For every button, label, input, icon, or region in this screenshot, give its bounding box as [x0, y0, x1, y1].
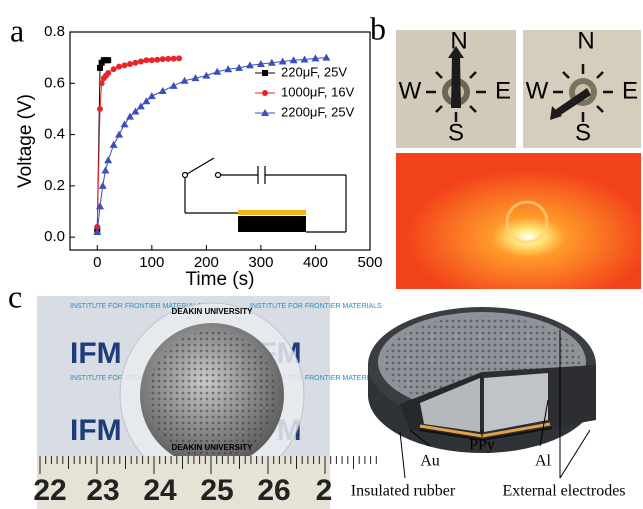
- legend-marker: [262, 70, 268, 76]
- y-tick-label: 0.6: [44, 74, 65, 91]
- data-point: [121, 120, 129, 127]
- data-point: [97, 106, 103, 112]
- logo-text: IFM: [70, 414, 122, 447]
- diagram-label: PPy: [469, 437, 495, 454]
- logo-text: IFM: [70, 337, 122, 370]
- data-point: [149, 57, 155, 63]
- ruler-label: 2: [316, 474, 333, 507]
- data-point: [171, 56, 177, 62]
- compass-photo: N E S W: [396, 27, 516, 148]
- compass-label: N: [577, 27, 594, 54]
- compass-label: S: [448, 119, 464, 146]
- diagram-label: Al: [535, 453, 552, 470]
- data-point: [104, 156, 112, 163]
- data-point: [105, 70, 111, 76]
- compass-label: N: [450, 27, 467, 54]
- data-point: [116, 64, 122, 70]
- electrode-gold: [238, 210, 306, 215]
- coin-text: DEAKIN UNIVERSITY: [172, 307, 254, 316]
- data-point: [99, 80, 105, 86]
- compass-label: E: [495, 77, 511, 104]
- compass-label: W: [399, 77, 422, 104]
- ruler-label: 23: [86, 474, 119, 507]
- data-point: [115, 131, 123, 138]
- x-tick-label: 0: [93, 254, 101, 271]
- y-tick-label: 0.0: [44, 228, 65, 245]
- coin-cell-diagram: PPy Au Al Insulated rubber External elec…: [351, 307, 626, 500]
- y-tick-label: 0.4: [44, 126, 65, 143]
- compass-photo: N E S W: [523, 27, 641, 148]
- data-point: [176, 55, 182, 61]
- data-point: [111, 66, 117, 72]
- figure: a b c Time (s) Voltage (V) 0 100 200 300 400…: [0, 0, 643, 509]
- y-tick-label: 0.2: [44, 177, 65, 194]
- panel-label: b: [370, 10, 386, 46]
- data-point: [143, 57, 149, 63]
- ruler-label: 22: [33, 474, 66, 507]
- diagram-label: Insulated rubber: [351, 483, 456, 500]
- data-point: [170, 82, 178, 89]
- data-point: [97, 65, 103, 71]
- electrode-body: [238, 216, 306, 232]
- chart: Time (s) Voltage (V) 0 100 200 300 400 500 0.0…: [15, 23, 383, 290]
- diagram-label: External electrodes: [502, 483, 625, 500]
- x-tick-label: 400: [303, 254, 328, 271]
- ruler-label: 26: [257, 474, 290, 507]
- x-tick-label: 100: [139, 254, 164, 271]
- device-photo: IFM IFM IFM IFM INSTITUTE FOR FRONTIER M…: [33, 296, 382, 509]
- data-point: [148, 92, 156, 99]
- data-point: [110, 141, 118, 148]
- compass-label: W: [526, 77, 549, 104]
- x-tick-label: 200: [194, 254, 219, 271]
- panel-label: a: [10, 12, 24, 48]
- legend-label: 220μF, 25V: [281, 64, 347, 79]
- diagram-label: Au: [420, 453, 440, 470]
- legend-marker: [262, 90, 268, 96]
- coin-text: DEAKIN UNIVERSITY: [172, 443, 254, 452]
- panel-label: c: [8, 278, 22, 314]
- x-tick-label: 500: [357, 254, 382, 271]
- data-point: [132, 60, 138, 66]
- logo-subtext: INSTITUTE FOR FRONTIER MATERIALS: [250, 303, 382, 310]
- data-point: [127, 61, 133, 67]
- ruler-label: 25: [200, 474, 233, 507]
- data-point: [160, 56, 166, 62]
- data-point: [159, 87, 167, 94]
- data-point: [101, 166, 109, 173]
- ruler-label: 24: [143, 474, 177, 507]
- series-line: [97, 58, 179, 227]
- data-point: [165, 56, 171, 62]
- legend-label: 1000μF, 16V: [281, 84, 355, 99]
- data-point: [122, 62, 128, 68]
- x-axis-label: Time (s): [186, 269, 255, 290]
- led-photo: [396, 153, 641, 289]
- compass-label: S: [575, 119, 591, 146]
- data-point: [322, 54, 330, 61]
- data-point: [99, 182, 107, 189]
- x-tick-label: 300: [248, 254, 273, 271]
- compass-label: E: [622, 77, 638, 104]
- data-point: [138, 58, 144, 64]
- data-point: [154, 57, 160, 63]
- y-tick-label: 0.8: [44, 23, 65, 40]
- y-axis-label: Voltage (V): [15, 94, 36, 188]
- legend-label: 2200μF, 25V: [281, 104, 355, 119]
- data-point: [105, 57, 111, 63]
